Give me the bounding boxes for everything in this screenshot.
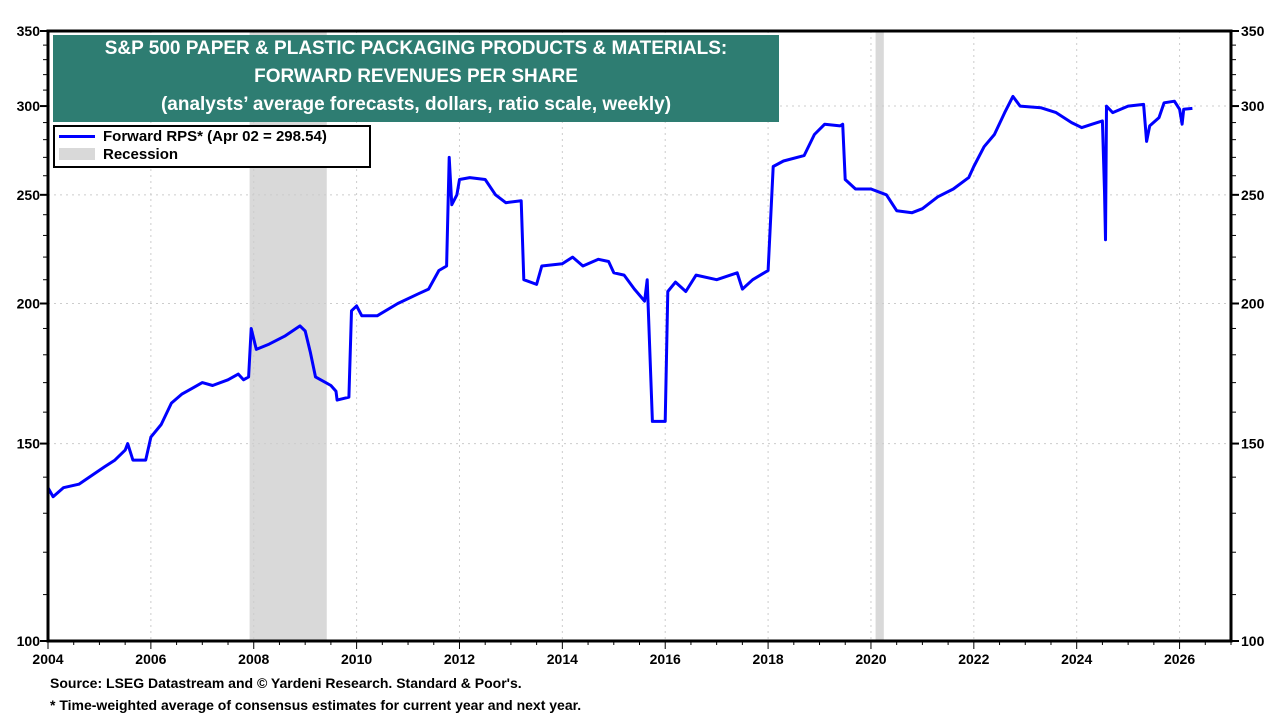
- x-tick-label: 2004: [32, 651, 63, 667]
- legend-label: Forward RPS* (Apr 02 = 298.54): [103, 127, 327, 145]
- x-tick-label: 2006: [135, 651, 166, 667]
- title-line-1: S&P 500 PAPER & PLASTIC PACKAGING PRODUC…: [104, 38, 728, 59]
- y-tick-label-right: 350: [1241, 23, 1265, 39]
- x-tick-label: 2010: [341, 651, 372, 667]
- legend-label: Recession: [103, 145, 179, 163]
- source-note: Source: LSEG Datastream and © Yardeni Re…: [50, 675, 522, 691]
- recession-band: [249, 31, 327, 641]
- y-tick-label-left: 300: [17, 98, 41, 114]
- y-tick-label-right: 300: [1241, 98, 1265, 114]
- legend-item-forward-rps: Forward RPS* (Apr 02 = 298.54): [55, 127, 369, 145]
- legend-swatch-recession: [59, 148, 95, 160]
- x-tick-label: 2012: [444, 651, 475, 667]
- recession-band: [875, 31, 884, 641]
- x-tick-label: 2022: [958, 651, 989, 667]
- y-tick-label-right: 250: [1241, 187, 1265, 203]
- series-line-forward-rps: [46, 94, 1193, 499]
- x-tick-label: 2018: [753, 651, 784, 667]
- y-tick-label-left: 100: [17, 633, 41, 649]
- chart-title: S&P 500 PAPER & PLASTIC PACKAGING PRODUC…: [53, 35, 779, 122]
- x-tick-label: 2024: [1061, 651, 1092, 667]
- x-tick-label: 2020: [855, 651, 886, 667]
- y-tick-label-right: 100: [1241, 633, 1265, 649]
- legend: Forward RPS* (Apr 02 = 298.54) Recession: [53, 125, 371, 168]
- legend-swatch-line: [59, 134, 95, 138]
- y-tick-label-right: 150: [1241, 436, 1265, 452]
- footnote: * Time-weighted average of consensus est…: [50, 697, 582, 713]
- plot-frame: [46, 29, 1233, 643]
- x-tick-label: 2026: [1164, 651, 1195, 667]
- y-tick-label-left: 150: [17, 436, 41, 452]
- y-tick-label-left: 350: [17, 23, 41, 39]
- x-tick-label: 2016: [650, 651, 681, 667]
- legend-item-recession: Recession: [55, 145, 369, 163]
- title-line-2: FORWARD REVENUES PER SHARE: [254, 66, 578, 87]
- x-tick-label: 2014: [547, 651, 578, 667]
- subtitle: (analysts’ average forecasts, dollars, r…: [160, 94, 672, 115]
- x-tick-label: 2008: [238, 651, 269, 667]
- y-tick-label-left: 250: [17, 187, 41, 203]
- y-tick-label-right: 200: [1241, 295, 1265, 311]
- y-tick-label-left: 200: [17, 295, 41, 311]
